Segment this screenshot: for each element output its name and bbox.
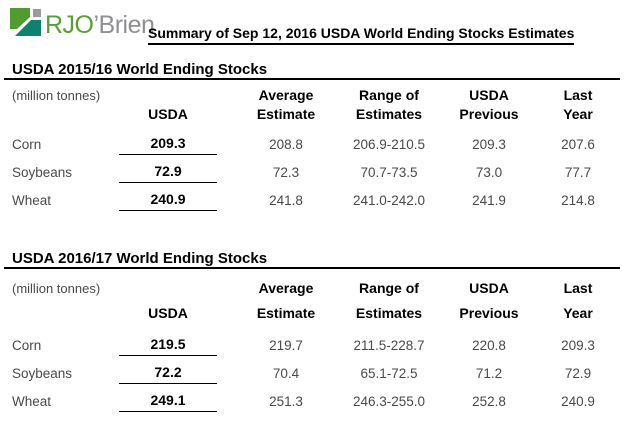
last-year-value: 72.9 xyxy=(564,366,592,381)
column-header-line2: USDA Estimate Estimates Previous Year xyxy=(0,305,630,324)
section-title-rule xyxy=(4,78,620,80)
section-title-rule xyxy=(4,267,620,269)
usda-previous-value: 209.3 xyxy=(472,137,506,152)
usda-previous-value: 252.8 xyxy=(472,394,506,409)
last-year-value: 77.7 xyxy=(564,165,592,180)
row-label: Corn xyxy=(12,338,42,353)
column-header-line2: USDA Estimate Estimates Previous Year xyxy=(0,106,630,125)
col-usda-header: USDA xyxy=(148,305,188,321)
table-body: Corn 209.3 208.8 206.9-210.5 209.3 207.6… xyxy=(0,135,630,219)
usda-value: 209.3 xyxy=(119,135,217,155)
col-range-header-line1: Range of xyxy=(359,87,419,103)
brand-wordmark-brien: ’Brien xyxy=(93,11,155,39)
brand-wordmark-rjo: RJO xyxy=(45,11,94,39)
section-title: USDA 2016/17 World Ending Stocks xyxy=(12,250,268,267)
last-year-value: 214.8 xyxy=(561,193,595,208)
range-of-estimates-value: 65.1-72.5 xyxy=(360,366,418,381)
col-lastyear-header-line2: Year xyxy=(563,106,593,122)
usda-value: 72.2 xyxy=(119,364,217,384)
col-average-header-line1: Average xyxy=(258,87,314,103)
average-estimate-value: 70.4 xyxy=(272,366,300,381)
average-estimate-value: 72.3 xyxy=(272,165,300,180)
last-year-value: 207.6 xyxy=(561,137,595,152)
row-label: Corn xyxy=(12,137,42,152)
column-header-line1: (million tonnes) Average Range of USDA L… xyxy=(0,87,630,106)
col-range-header-line2: Estimates xyxy=(355,106,423,122)
range-of-estimates-value: 206.9-210.5 xyxy=(352,137,426,152)
column-header-line1: (million tonnes) Average Range of USDA L… xyxy=(0,280,630,299)
range-of-estimates-value: 246.3-255.0 xyxy=(352,394,426,409)
usda-previous-value: 241.9 xyxy=(472,193,506,208)
usda-previous-value: 71.2 xyxy=(475,366,503,381)
table-body: Corn 219.5 219.7 211.5-228.7 220.8 209.3… xyxy=(0,336,630,420)
unit-label: (million tonnes) xyxy=(12,281,101,296)
last-year-value: 209.3 xyxy=(561,338,595,353)
col-average-header-line2: Estimate xyxy=(256,106,316,122)
last-year-value: 240.9 xyxy=(561,394,595,409)
col-range-header-line2: Estimates xyxy=(355,305,423,321)
usda-value: 219.5 xyxy=(119,336,217,356)
usda-previous-value: 220.8 xyxy=(472,338,506,353)
row-label: Wheat xyxy=(12,193,52,208)
average-estimate-value: 219.7 xyxy=(269,338,303,353)
col-lastyear-header-line1: Last xyxy=(563,87,593,103)
usda-value: 240.9 xyxy=(119,191,217,211)
row-label: Soybeans xyxy=(12,366,73,381)
range-of-estimates-value: 211.5-228.7 xyxy=(353,338,425,353)
document-title: Summary of Sep 12, 2016 USDA World Endin… xyxy=(148,25,575,45)
col-average-header-line1: Average xyxy=(258,280,314,296)
range-of-estimates-value: 70.7-73.5 xyxy=(360,165,418,180)
usda-value: 249.1 xyxy=(119,392,217,412)
range-of-estimates-value: 241.0-242.0 xyxy=(352,193,426,208)
table-row-wheat: Wheat 249.1 251.3 246.3-255.0 252.8 240.… xyxy=(0,392,630,420)
rjobrien-logo-icon xyxy=(10,8,41,36)
table-row-soybeans: Soybeans 72.2 70.4 65.1-72.5 71.2 72.9 xyxy=(0,364,630,392)
average-estimate-value: 251.3 xyxy=(269,394,303,409)
col-previous-header-line1: USDA xyxy=(469,280,509,296)
table-row-wheat: Wheat 240.9 241.8 241.0-242.0 241.9 214.… xyxy=(0,191,630,219)
brand-wordmark: RJO’Brien xyxy=(45,11,155,40)
usda-previous-value: 73.0 xyxy=(475,165,503,180)
unit-label: (million tonnes) xyxy=(12,88,101,103)
col-previous-header-line2: Previous xyxy=(459,305,519,321)
average-estimate-value: 208.8 xyxy=(269,137,303,152)
section-title: USDA 2015/16 World Ending Stocks xyxy=(12,61,268,78)
table-row-corn: Corn 219.5 219.7 211.5-228.7 220.8 209.3 xyxy=(0,336,630,364)
col-lastyear-header-line2: Year xyxy=(563,305,593,321)
table-row-corn: Corn 209.3 208.8 206.9-210.5 209.3 207.6 xyxy=(0,135,630,163)
col-previous-header-line2: Previous xyxy=(459,106,519,122)
average-estimate-value: 241.8 xyxy=(269,193,303,208)
row-label: Soybeans xyxy=(12,165,73,180)
usda-value: 72.9 xyxy=(119,163,217,183)
row-label: Wheat xyxy=(12,394,52,409)
col-lastyear-header-line1: Last xyxy=(563,280,593,296)
col-usda-header: USDA xyxy=(148,106,188,122)
col-previous-header-line1: USDA xyxy=(469,87,509,103)
col-average-header-line2: Estimate xyxy=(256,305,316,321)
col-range-header-line1: Range of xyxy=(359,280,419,296)
table-row-soybeans: Soybeans 72.9 72.3 70.7-73.5 73.0 77.7 xyxy=(0,163,630,191)
